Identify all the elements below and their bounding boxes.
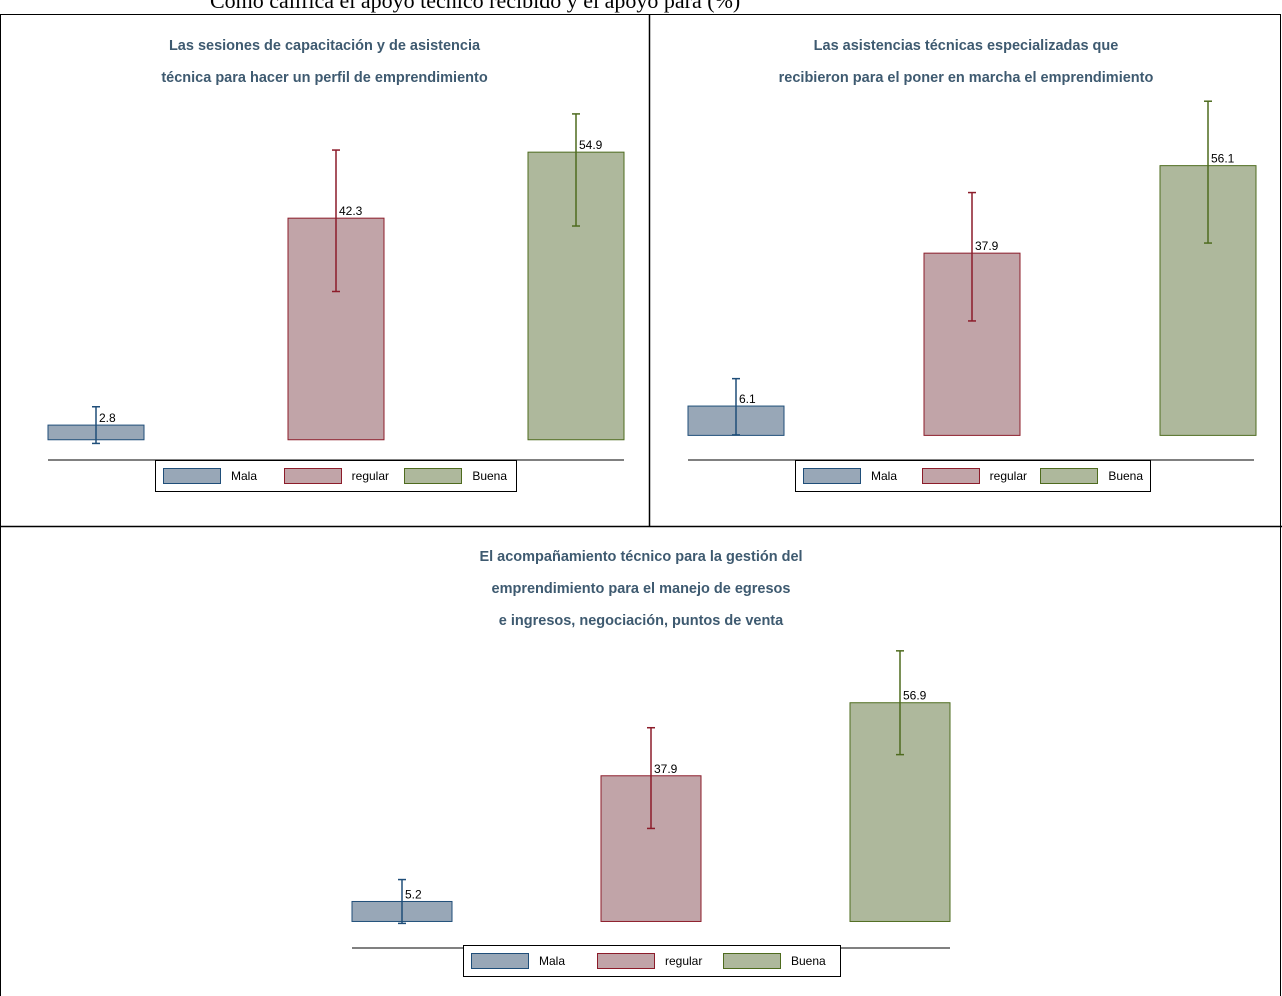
value-label-buena: 56.9 <box>903 689 927 703</box>
legend-label: regular <box>665 954 703 968</box>
chart-plot: 6.1 37.9 56.1 <box>687 100 1257 461</box>
legend-item-regular: regular <box>597 946 702 976</box>
legend-item-regular: regular <box>921 461 1028 491</box>
legend-label: Buena <box>1108 469 1144 483</box>
page-caption: Cómo califica el apoyo técnico recibido … <box>0 0 1282 14</box>
legend-item-mala: Mala <box>803 461 897 491</box>
legend-item-regular: regular <box>283 461 390 491</box>
value-label-mala: 6.1 <box>739 392 756 406</box>
legend-swatch <box>921 468 980 484</box>
chart-plot: 5.2 37.9 56.9 <box>351 650 951 949</box>
caption-text: Cómo califica el apoyo técnico recibido … <box>210 0 741 13</box>
chart-title-line: recibieron para el poner en marcha el em… <box>778 70 1154 86</box>
chart-title-line: Las asistencias técnicas especializadas … <box>813 38 1119 54</box>
legend-swatch <box>803 468 861 484</box>
outer-border <box>0 14 1281 996</box>
value-label-buena: 56.1 <box>1211 152 1235 166</box>
legend-label: regular <box>351 469 390 483</box>
value-label-regular: 37.9 <box>975 239 999 253</box>
legend-swatch <box>471 953 529 969</box>
legend-item-buena: Buena <box>1040 461 1143 491</box>
chart-plot: 2.8 42.3 54.9 <box>47 113 625 461</box>
value-label-regular: 42.3 <box>339 204 363 218</box>
value-label-mala: 2.8 <box>99 411 116 425</box>
chart-panel-capacitacion: Las sesiones de capacitación y de asiste… <box>0 14 649 526</box>
value-label-buena: 54.9 <box>579 138 603 152</box>
chart-title-line: Las sesiones de capacitación y de asiste… <box>168 38 481 54</box>
legend-swatch <box>163 468 221 484</box>
legend-label: Mala <box>871 469 898 483</box>
legend: Mala regular Buena <box>463 945 841 977</box>
legend-swatch <box>1040 468 1099 484</box>
chart-title-line: técnica para hacer un perfil de emprendi… <box>161 70 488 86</box>
legend-item-buena: Buena <box>723 946 826 976</box>
legend-swatch <box>597 953 655 969</box>
chart-title-line: e ingresos, negociación, puntos de venta <box>498 613 784 629</box>
chart-panel-acompanamiento: El acompañamiento técnico para la gestió… <box>0 527 1282 996</box>
legend-item-mala: Mala <box>163 461 257 491</box>
legend-item-mala: Mala <box>471 946 565 976</box>
legend-label: Mala <box>231 469 258 483</box>
legend-label: Mala <box>539 954 566 968</box>
legend: Mala regular Buena <box>155 460 517 492</box>
value-label-regular: 37.9 <box>654 762 678 776</box>
legend-label: regular <box>989 469 1028 483</box>
legend-swatch <box>723 953 781 969</box>
value-label-mala: 5.2 <box>405 887 422 901</box>
legend-item-buena: Buena <box>404 461 507 491</box>
legend-label: Buena <box>791 954 826 968</box>
legend-label: Buena <box>472 469 508 483</box>
chart-title-line: El acompañamiento técnico para la gestió… <box>479 549 803 565</box>
chart-title-line: emprendimiento para el manejo de egresos <box>491 581 791 597</box>
legend-swatch <box>404 468 463 484</box>
legend-swatch <box>283 468 342 484</box>
legend: Mala regular Buena <box>795 460 1151 492</box>
chart-panel-asistencias: Las asistencias técnicas especializadas … <box>650 14 1282 526</box>
